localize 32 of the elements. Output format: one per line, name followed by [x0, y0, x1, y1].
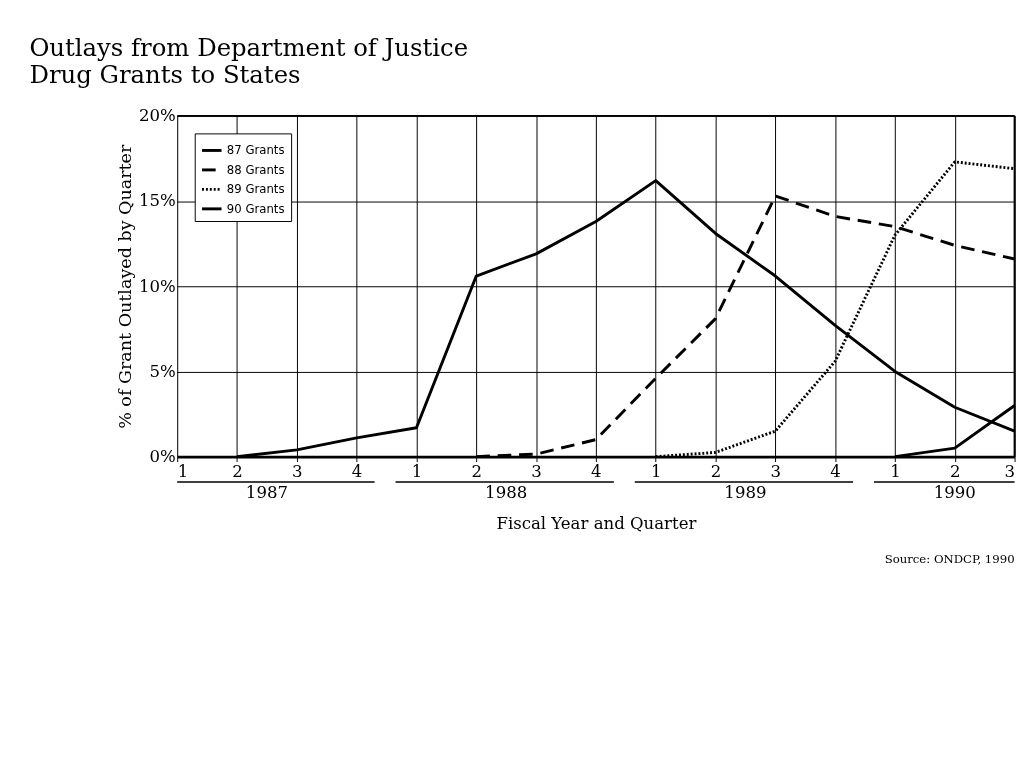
x-tick-label: 4 [830, 461, 841, 481]
x-tick-label: 1 [890, 461, 901, 481]
text: 1989 [724, 482, 767, 502]
x-tick-label: 4 [351, 461, 363, 481]
x-tick-label: 4 [591, 461, 602, 481]
chart-title: Outlays from Department of Justice Drug Grants to States [29, 33, 469, 89]
legend-label: 90 Grants [226, 201, 285, 216]
y-tick-label: 10% [138, 276, 176, 296]
source-note: Source: ONDCP, 1990 [884, 551, 1015, 566]
x-tick-label: 1 [177, 461, 189, 481]
y-tick-label: 15% [138, 191, 176, 211]
x-tick-label: 2 [471, 461, 483, 481]
x-tick-label: 1 [650, 461, 662, 481]
y-tick-label: 20% [138, 106, 176, 126]
x-tick-label: 3 [770, 461, 782, 481]
x-axis-title: Fiscal Year and Quarter [496, 514, 697, 534]
text: 1987 [245, 482, 288, 502]
y-tick-label: 0% [149, 447, 176, 467]
y-tick-label: 5% [149, 361, 176, 381]
text: 1990 [933, 482, 976, 502]
legend-label: 87 Grants [226, 143, 285, 158]
x-tick-label: 3 [1004, 461, 1016, 481]
x-tick-label: 2 [232, 461, 243, 481]
x-tick-label: 1 [411, 461, 423, 481]
x-tick-label: 3 [531, 461, 542, 481]
x-tick-label: 3 [292, 461, 303, 481]
legend-label: 88 Grants [226, 162, 285, 177]
legend-label: 89 Grants [226, 182, 285, 197]
x-tick-label: 2 [949, 461, 961, 481]
y-axis-title: % of Grant Outlayed by Quarter [115, 144, 136, 429]
text: 1988 [485, 482, 528, 502]
x-tick-label: 2 [710, 461, 722, 481]
